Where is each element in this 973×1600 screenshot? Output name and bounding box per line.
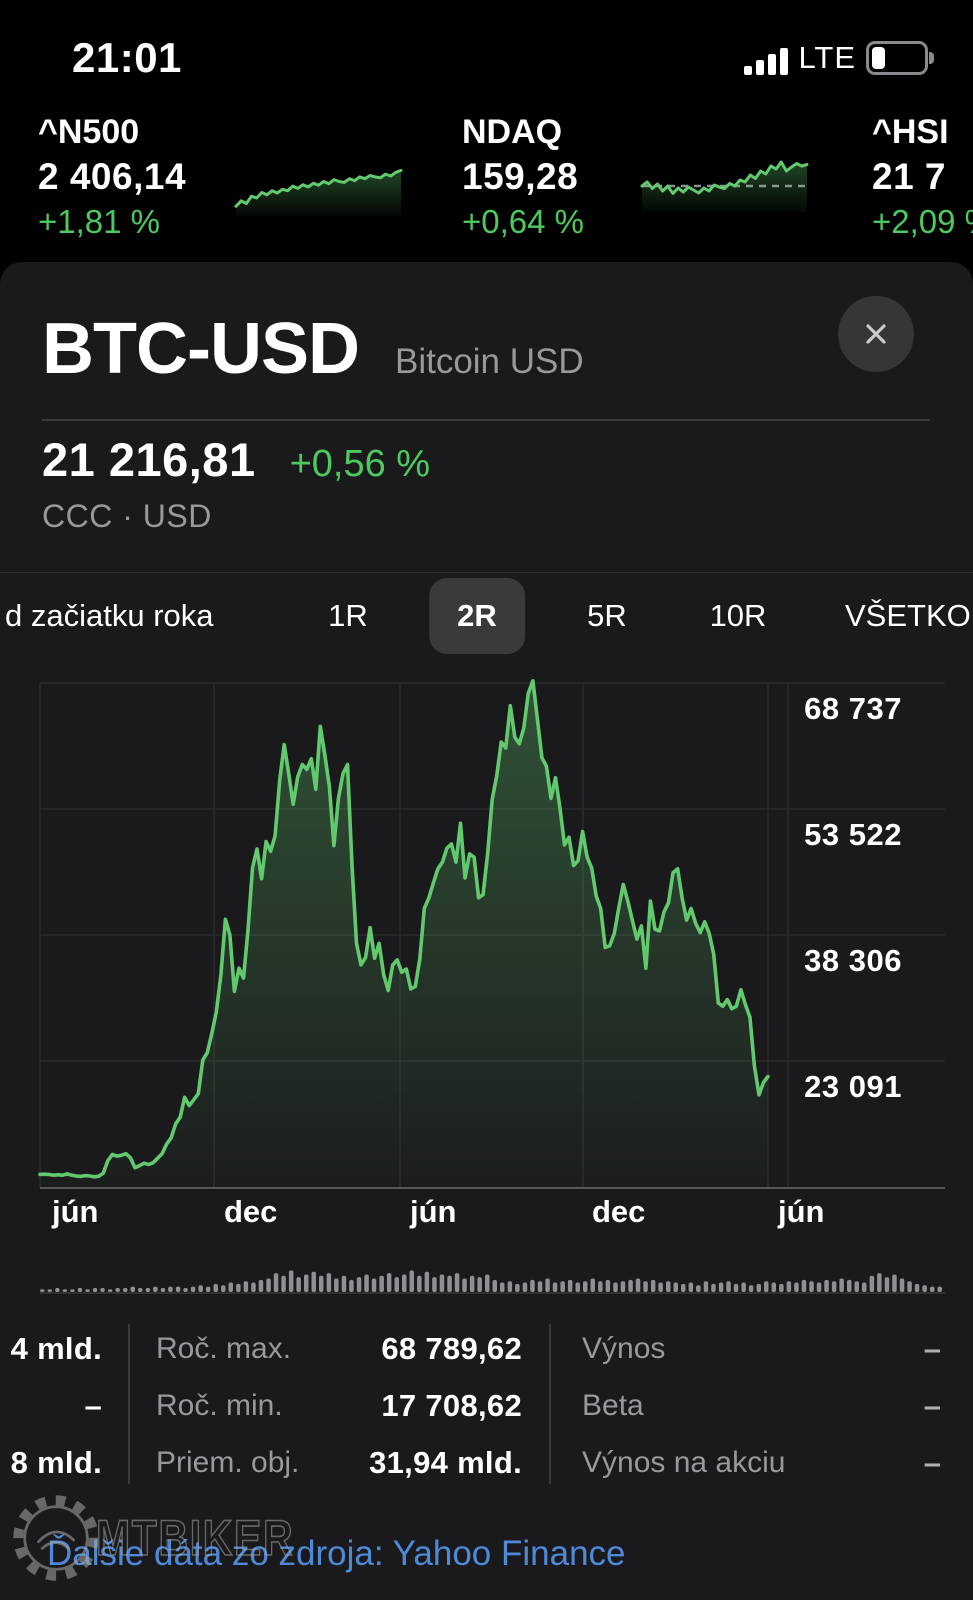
n500-sparkline-chart — [234, 168, 403, 216]
x-axis-label-5: jún — [778, 1194, 825, 1229]
ticker-symbol: ^N500 — [38, 113, 140, 151]
x-axis-label-2: dec — [224, 1194, 278, 1229]
ticker-item-n500[interactable]: ^N500 2 406,14 +1,81 % — [38, 110, 298, 244]
y-axis-label-3: 38 306 — [804, 943, 902, 978]
tab-10r[interactable]: 10R — [709, 598, 767, 633]
header-divider — [42, 419, 930, 421]
tab-2r-selected[interactable]: 2R — [429, 578, 525, 654]
volume-bars-chart — [40, 1270, 945, 1294]
y-axis-label-2: 53 522 — [804, 817, 902, 852]
stat-label-eps: Výnos na akciu — [582, 1445, 786, 1479]
stat-value-beta: – — [923, 1387, 941, 1423]
stats-divider-2 — [549, 1324, 551, 1484]
ticker-change: +0,64 % — [462, 203, 585, 240]
tab-all[interactable]: VŠETKO — [845, 598, 971, 633]
stat-left-value-3: 8 mld. — [10, 1444, 102, 1480]
stat-left-value-1: 4 mld. — [10, 1330, 102, 1366]
data-source-link[interactable]: Ďalšie dáta zo zdroja: Yahoo Finance — [47, 1534, 626, 1573]
y-axis-label-4: 23 091 — [804, 1069, 902, 1104]
tabs-top-divider — [0, 572, 973, 573]
ticker-symbol: ^HSI — [872, 113, 949, 151]
quote-title-row: BTC-USD Bitcoin USD — [42, 308, 584, 390]
stat-value-year-min: 17 708,62 — [381, 1387, 522, 1423]
cellular-signal-icon — [744, 41, 789, 75]
network-type-label: LTE — [798, 40, 856, 75]
ticker-change: +2,09 % — [872, 203, 973, 240]
x-axis-label-4: dec — [592, 1194, 646, 1229]
ndaq-sparkline-chart — [640, 160, 809, 212]
ticker-value: 21 7 — [872, 156, 947, 197]
range-tab-bar: d začiatku roka 1R 2R 5R 10R VŠETKO — [0, 578, 973, 654]
battery-icon — [866, 41, 934, 75]
close-button[interactable] — [838, 296, 914, 372]
stat-value-avg-volume: 31,94 mld. — [369, 1444, 522, 1480]
ticker-value: 159,28 — [462, 156, 579, 197]
stat-value-yield: – — [923, 1330, 941, 1366]
ticker-change: +1,81 % — [38, 203, 161, 240]
stat-label-beta: Beta — [582, 1388, 644, 1422]
x-axis-label-1: jún — [52, 1194, 99, 1229]
current-price: 21 216,81 — [42, 433, 256, 486]
quote-symbol: BTC-USD — [42, 309, 360, 389]
price-chart[interactable] — [38, 679, 945, 1189]
ticker-item-hsi[interactable]: ^HSI 21 7 +2,09 % — [872, 110, 973, 244]
stat-value-eps: – — [923, 1444, 941, 1480]
tab-1r[interactable]: 1R — [328, 598, 368, 633]
ticker-symbol: NDAQ — [462, 113, 563, 151]
stat-label-avg-volume: Priem. obj. — [156, 1445, 300, 1479]
ticker-item-ndaq[interactable]: NDAQ 159,28 +0,64 % — [462, 110, 722, 244]
stat-label-yield: Výnos — [582, 1331, 666, 1365]
close-icon — [866, 324, 886, 344]
y-axis-label-1: 68 737 — [804, 691, 902, 726]
stat-label-year-min: Roč. min. — [156, 1388, 283, 1422]
status-time: 21:01 — [72, 34, 182, 81]
price-row: 21 216,81 +0,56 % — [42, 432, 430, 487]
key-stats-table: 4 mld. Roč. max. 68 789,62 Výnos – – Roč… — [0, 1320, 973, 1490]
price-change-percent: +0,56 % — [289, 443, 431, 485]
stats-divider-1 — [128, 1324, 130, 1484]
stat-value-year-max: 68 789,62 — [381, 1330, 522, 1366]
ticker-value: 2 406,14 — [38, 156, 187, 197]
tab-5r[interactable]: 5R — [587, 598, 627, 633]
stat-label-year-max: Roč. max. — [156, 1331, 292, 1365]
market-currency-label: CCC · USD — [42, 498, 212, 534]
x-axis-label-3: jún — [410, 1194, 457, 1229]
stat-left-value-2: – — [84, 1387, 102, 1423]
tab-ytd[interactable]: d začiatku roka — [5, 598, 214, 633]
quote-name: Bitcoin USD — [394, 342, 584, 381]
status-right-cluster: LTE — [744, 40, 934, 76]
